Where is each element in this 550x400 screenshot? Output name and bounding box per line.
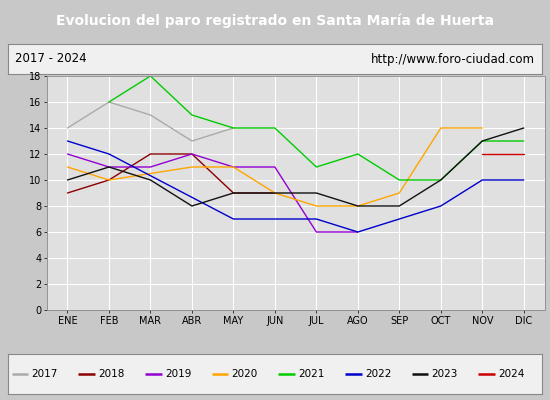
Text: 2020: 2020	[232, 369, 258, 379]
Text: 2019: 2019	[165, 369, 191, 379]
Text: 2022: 2022	[365, 369, 392, 379]
Text: 2017 - 2024: 2017 - 2024	[15, 52, 86, 66]
Text: 2024: 2024	[498, 369, 525, 379]
Text: 2023: 2023	[432, 369, 458, 379]
Text: http://www.foro-ciudad.com: http://www.foro-ciudad.com	[371, 52, 535, 66]
Text: 2021: 2021	[298, 369, 324, 379]
Text: 2017: 2017	[31, 369, 58, 379]
Text: Evolucion del paro registrado en Santa María de Huerta: Evolucion del paro registrado en Santa M…	[56, 14, 494, 28]
Text: 2018: 2018	[98, 369, 125, 379]
